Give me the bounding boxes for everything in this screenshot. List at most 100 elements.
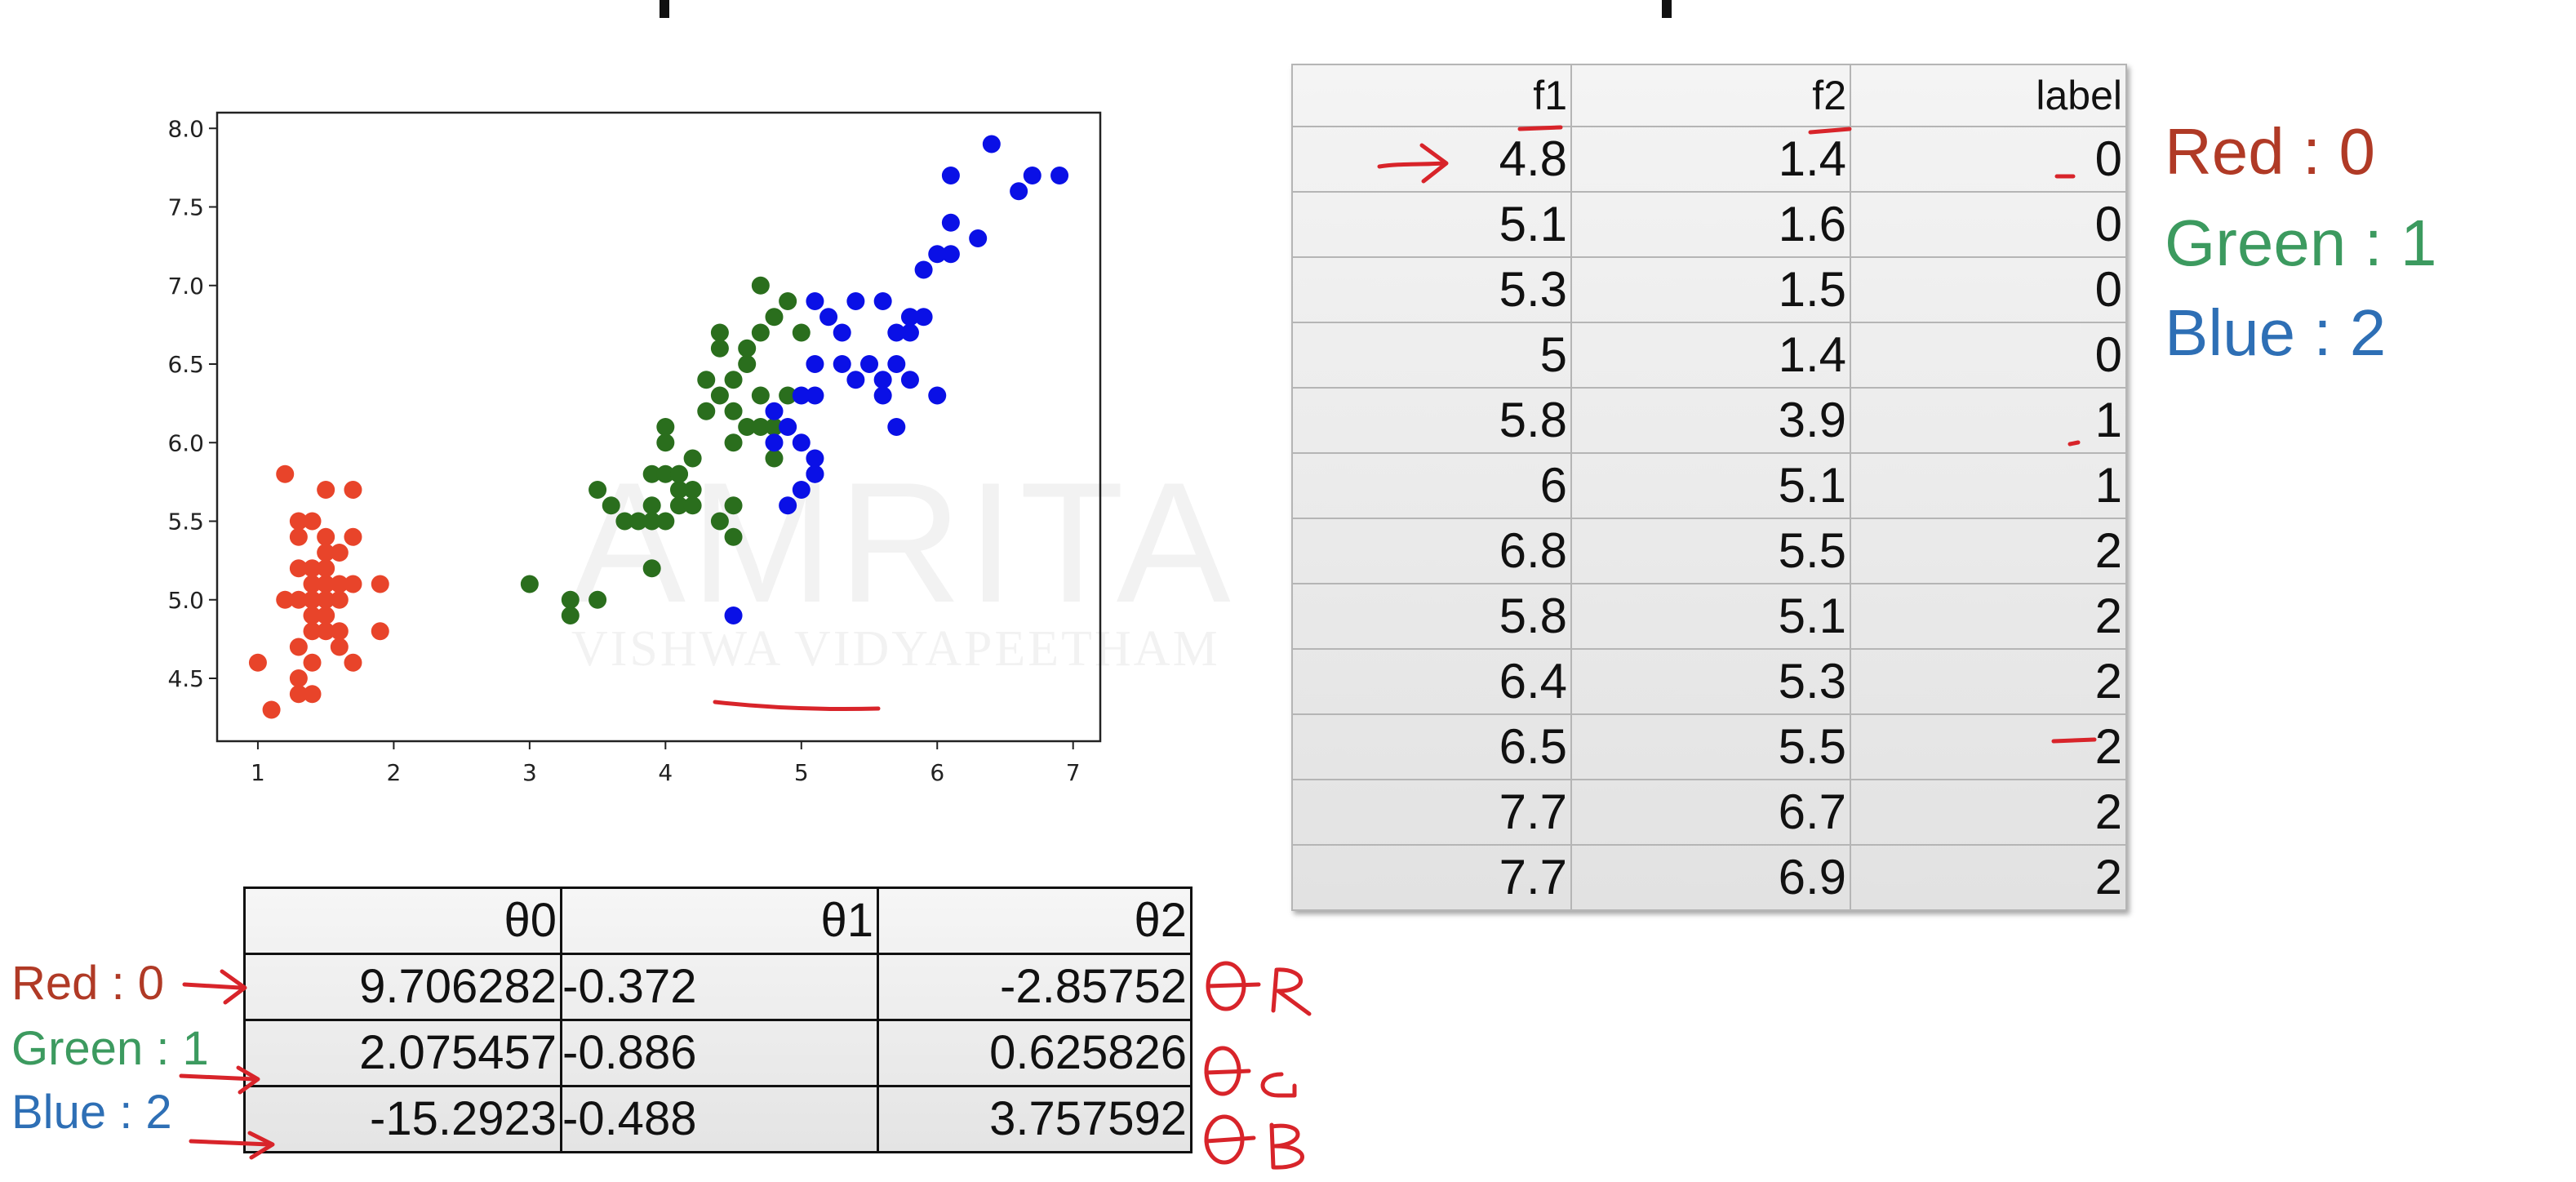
scatter-point — [669, 496, 688, 515]
theta-cell-0: -15.2923 — [243, 1085, 562, 1153]
scatter-point — [289, 559, 308, 578]
scatter-point — [656, 512, 675, 531]
scatter-point — [683, 449, 702, 468]
scatter-point — [697, 402, 716, 420]
legend-right-red: Red : 0 — [2165, 115, 2375, 188]
scatter-point — [642, 512, 661, 531]
scatter-point — [642, 464, 661, 483]
scatter-point — [669, 464, 688, 483]
scatter-point — [779, 418, 797, 436]
theta-cell-0: 2.075457 — [243, 1019, 562, 1087]
table-row: 6.4 5.3 2 — [1291, 648, 2127, 715]
y-tick-label: 7.5 — [167, 194, 204, 221]
table-row: 5.3 1.5 0 — [1291, 256, 2127, 323]
theta-b-subscript — [1269, 1122, 1304, 1170]
cell-f1: 6 — [1291, 452, 1572, 519]
scatter-point — [561, 607, 580, 624]
theta-header-1: θ1 — [560, 887, 879, 955]
scatter-point — [792, 481, 811, 499]
scatter-point — [303, 653, 322, 672]
scatter-point — [303, 575, 322, 593]
cell-f2: 5.5 — [1570, 518, 1851, 584]
red-row-arrow — [182, 982, 242, 990]
theta-cell-1: -0.372 — [560, 953, 879, 1021]
scatter-point — [765, 402, 784, 420]
y-tick-label: 5.5 — [167, 509, 204, 535]
theta-row: -15.2923 -0.488 3.757592 — [243, 1085, 1193, 1153]
y-tick-label: 7.0 — [167, 273, 204, 300]
y-tick-label: 5.0 — [167, 587, 204, 614]
scatter-point — [779, 496, 797, 515]
theta-g-bar — [1204, 1069, 1251, 1075]
cell-f2: 6.9 — [1570, 844, 1851, 911]
theta-r-glyph — [1206, 961, 1246, 1011]
scatter-point — [846, 371, 865, 389]
y-tick-label: 4.5 — [167, 665, 204, 692]
cell-f1: 5 — [1291, 322, 1572, 389]
scatter-point — [710, 512, 729, 531]
scatter-point — [289, 512, 308, 531]
scatter-point — [303, 685, 322, 704]
scatter-point — [642, 496, 661, 515]
scatter-point — [656, 433, 675, 452]
scatter-point — [602, 496, 620, 515]
scatter-point — [262, 700, 281, 719]
x-tick-label: 5 — [794, 759, 809, 786]
cell-f1: 7.7 — [1291, 844, 1572, 911]
title-fragment — [660, 0, 1672, 18]
x-tick-label: 3 — [522, 759, 537, 786]
scatter-point — [520, 575, 539, 593]
scatter-point — [317, 544, 335, 562]
cell-f2: 5.5 — [1570, 713, 1851, 780]
theta-r-bar — [1206, 982, 1261, 989]
scatter-point — [276, 464, 295, 483]
scatter-point — [738, 418, 757, 436]
cell-f2: 1.4 — [1570, 322, 1851, 389]
scatter-point — [765, 433, 784, 452]
cell-f2: 5.3 — [1570, 648, 1851, 715]
scatter-point — [303, 559, 322, 578]
y-tick-label: 6.5 — [167, 351, 204, 378]
theta-header-2: θ2 — [877, 887, 1193, 955]
theta-r-subscript — [1271, 967, 1312, 1016]
scatter-point — [941, 167, 960, 184]
cell-label: 1 — [1850, 452, 2127, 519]
theta-table: θ0 θ1 θ2 9.706282 -0.372 -2.85752 2.075457-… — [243, 887, 1193, 1153]
scatter-point — [330, 622, 349, 641]
scatter-point — [873, 386, 892, 405]
cell-f1: 6.5 — [1291, 713, 1572, 780]
scatter-point — [629, 512, 648, 531]
table-row: 7.7 6.7 2 — [1291, 779, 2127, 846]
cell-label: 2 — [1850, 648, 2127, 715]
scatter-point — [683, 481, 702, 499]
scatter-point — [289, 685, 308, 704]
legend-left-blue: Blue : 2 — [11, 1086, 172, 1139]
cell-f1: 5.8 — [1291, 583, 1572, 650]
theta-cell-2: 3.757592 — [877, 1085, 1193, 1153]
cell-label: 2 — [1850, 713, 2127, 780]
scatter-point — [642, 559, 661, 578]
cell-label: 2 — [1850, 844, 2127, 911]
table-row: 7.7 6.9 2 — [1291, 844, 2127, 911]
scatter-point — [330, 638, 349, 656]
scatter-point — [887, 355, 906, 373]
scatter-point — [724, 527, 743, 546]
scatter-point — [588, 590, 607, 609]
scatter-point — [914, 260, 933, 279]
scatter-point — [669, 481, 688, 499]
scatter-point — [289, 669, 308, 687]
scatter-point — [289, 590, 308, 609]
title-glyph-fragment — [1662, 0, 1672, 18]
cell-f1: 5.8 — [1291, 387, 1572, 454]
scatter-point — [941, 213, 960, 232]
legend-left-red: Red : 0 — [11, 957, 164, 1010]
scatter-point — [765, 418, 784, 436]
scatter-point — [751, 323, 770, 342]
scatter-point — [792, 386, 811, 405]
scatter-point — [330, 544, 349, 562]
series-0 — [248, 464, 389, 719]
x-tick-label: 6 — [930, 759, 944, 786]
scatter-point — [928, 245, 947, 264]
scatter-point — [317, 622, 335, 641]
scatter-point — [561, 590, 580, 609]
